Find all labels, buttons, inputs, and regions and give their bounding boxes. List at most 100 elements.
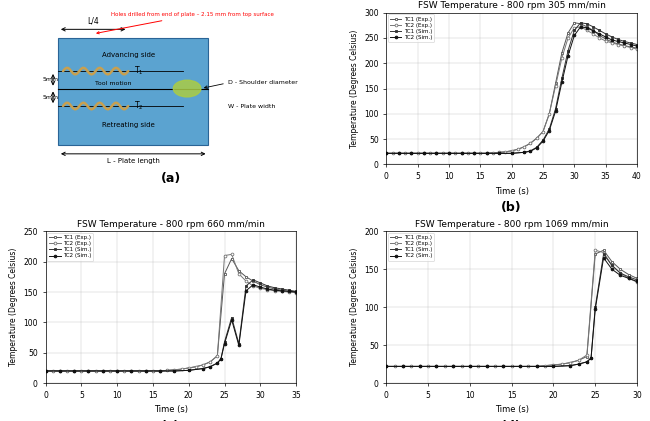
TC1 (Sim.) (627, 40, 634, 45)
TC2 (Exp.) (633, 47, 641, 52)
TC2 (Sim.) (608, 37, 616, 43)
TC1 (Exp.) (571, 20, 578, 25)
TC1 (Sim.) (508, 151, 515, 156)
TC1 (Sim.) (520, 150, 528, 155)
TC1 (Sim.) (217, 356, 225, 361)
TC2 (Exp.) (608, 40, 616, 45)
TC2 (Sim.) (499, 364, 507, 369)
TC2 (Sim.) (533, 364, 541, 369)
TC2 (Sim.) (495, 151, 503, 156)
TC2 (Sim.) (621, 40, 629, 45)
TC2 (Sim.) (445, 151, 453, 156)
TC2 (Exp.) (149, 368, 157, 373)
Text: L - Plate length: L - Plate length (107, 158, 160, 165)
TC1 (Exp.) (424, 364, 432, 369)
TC2 (Sim.) (433, 364, 441, 369)
TC1 (Exp.) (608, 40, 616, 45)
TC1 (Exp.) (170, 367, 178, 372)
TC1 (Exp.) (441, 364, 448, 369)
TC2 (Sim.) (466, 364, 474, 369)
TC1 (Exp.) (242, 274, 250, 280)
Line: TC1 (Exp.): TC1 (Exp.) (44, 257, 298, 372)
Text: Advancing side: Advancing side (101, 52, 155, 58)
TC1 (Exp.) (466, 364, 474, 369)
TC2 (Sim.) (526, 149, 534, 154)
TC2 (Exp.) (106, 368, 114, 373)
TC1 (Sim.) (257, 280, 265, 285)
TC1 (Sim.) (583, 21, 591, 26)
TC1 (Exp.) (595, 33, 603, 38)
TC1 (Exp.) (633, 276, 641, 281)
TC2 (Sim.) (271, 288, 279, 293)
TC1 (Exp.) (483, 151, 491, 156)
Circle shape (174, 80, 201, 97)
Line: TC2 (Exp.): TC2 (Exp.) (44, 253, 298, 372)
TC2 (Sim.) (278, 288, 286, 293)
TC2 (Sim.) (399, 364, 407, 369)
TC2 (Sim.) (508, 151, 515, 156)
Line: TC2 (Exp.): TC2 (Exp.) (385, 25, 638, 155)
TC1 (Sim.) (633, 277, 641, 282)
TC2 (Sim.) (199, 366, 207, 371)
TC1 (Sim.) (539, 138, 547, 143)
TC2 (Exp.) (627, 45, 634, 50)
TC1 (Exp.) (408, 151, 415, 156)
TC1 (Sim.) (495, 151, 503, 156)
TC2 (Exp.) (70, 368, 78, 373)
TC2 (Exp.) (466, 364, 474, 369)
TC1 (Sim.) (571, 28, 578, 33)
TC2 (Exp.) (433, 364, 441, 369)
TC2 (Exp.) (249, 283, 257, 288)
TC1 (Exp.) (156, 368, 164, 373)
TC1 (Sim.) (227, 315, 235, 320)
TC2 (Sim.) (539, 139, 547, 144)
TC2 (Exp.) (391, 364, 398, 369)
TC2 (Sim.) (242, 288, 250, 293)
TC2 (Sim.) (533, 145, 541, 150)
TC2 (Exp.) (408, 364, 415, 369)
TC1 (Sim.) (127, 368, 135, 373)
TC2 (Exp.) (483, 151, 491, 156)
TC2 (Exp.) (525, 364, 532, 369)
TC1 (Exp.) (533, 136, 541, 141)
TC1 (Sim.) (552, 106, 560, 111)
TC1 (Exp.) (508, 148, 515, 153)
TC2 (Exp.) (583, 352, 591, 357)
TC1 (Sim.) (608, 35, 616, 40)
TC1 (Sim.) (382, 364, 390, 369)
Y-axis label: Temperature (Degrees Celsius): Temperature (Degrees Celsius) (9, 248, 18, 366)
TC1 (Sim.) (583, 360, 591, 365)
TC1 (Exp.) (474, 364, 482, 369)
TC2 (Sim.) (206, 364, 214, 369)
TC2 (Exp.) (408, 151, 415, 156)
TC1 (Sim.) (382, 151, 390, 156)
TC2 (Exp.) (445, 151, 453, 156)
TC1 (Exp.) (292, 290, 300, 295)
TC2 (Sim.) (590, 28, 597, 33)
TC1 (Exp.) (577, 21, 584, 26)
TC1 (Sim.) (206, 364, 214, 369)
Text: Holes drilled from end of plate – 2.15 mm from top surface: Holes drilled from end of plate – 2.15 m… (97, 13, 274, 34)
TC2 (Sim.) (483, 364, 491, 369)
TC2 (Exp.) (575, 358, 582, 363)
TC1 (Exp.) (391, 364, 398, 369)
TC2 (Sim.) (217, 356, 225, 361)
TC2 (Exp.) (520, 144, 528, 149)
TC1 (Exp.) (271, 286, 279, 291)
TC2 (Exp.) (213, 353, 221, 358)
Line: TC1 (Sim.): TC1 (Sim.) (385, 21, 638, 155)
TC2 (Sim.) (564, 53, 572, 58)
TC2 (Exp.) (206, 360, 214, 365)
TC1 (Sim.) (70, 368, 78, 373)
TC1 (Sim.) (526, 148, 534, 153)
TC2 (Exp.) (616, 271, 624, 276)
TC2 (Exp.) (227, 252, 235, 257)
TC1 (Exp.) (583, 354, 591, 359)
Text: (b): (b) (501, 201, 522, 214)
TC1 (Sim.) (533, 145, 541, 150)
TC1 (Sim.) (566, 363, 574, 368)
TC1 (Sim.) (587, 355, 595, 360)
TC1 (Exp.) (621, 43, 629, 48)
Text: (d): (d) (501, 420, 522, 421)
TC1 (Exp.) (549, 362, 557, 368)
